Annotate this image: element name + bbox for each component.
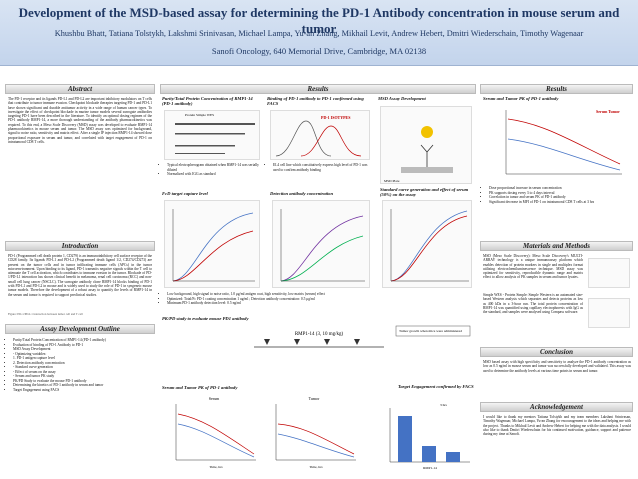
list-item: Significant decrease in MFI of PD-1 on i… (489, 200, 630, 205)
figure: PD-1 ISOTYPES (270, 110, 370, 160)
bullet-list: Low background, high signal to noise rat… (162, 292, 474, 306)
plot-title: Serum (209, 396, 220, 401)
affiliation: Sanofi Oncology, 640 Memorial Drive, Cam… (211, 46, 427, 56)
list-item: Minimum PD-1 antibody detection level: 0… (167, 301, 474, 306)
conclusion-text: MSD based assay with high specificity an… (483, 360, 631, 373)
list-item: 2. Detection antibody concentration (13, 361, 152, 366)
figure-label: Protein Simple WES (185, 113, 214, 117)
list-item: MSD Assay Development (13, 347, 152, 352)
figure (588, 298, 630, 328)
panel-title: Purity/Total Protein Concentration of RM… (162, 96, 253, 106)
list-item: Determining the kinetics of PD-1 antibod… (13, 383, 152, 388)
list-item: Correlation in tumor and serum PK of PD-… (489, 195, 630, 200)
panel-title: Binding of PD-1 antibody to PD-1 confirm… (267, 96, 364, 106)
bullet-list: Dose proportional increase in serum conc… (484, 186, 630, 204)
methods-text: Simple WES - Protein Simple: Simple West… (483, 293, 583, 315)
figure-label: PD-1 ISOTYPES (321, 115, 351, 120)
gel-bands (175, 123, 255, 154)
figure-label: MSD Plate (384, 179, 400, 183)
panel-title: Standard curve generation and effect of … (380, 187, 469, 197)
panel-title: Target Engagement confirmed by FACS (398, 384, 474, 389)
figure-caption: Figure: PD-1/PD-L1 interaction between t… (8, 312, 83, 316)
section-heading: Introduction (5, 241, 155, 251)
figure: MSD Plate (380, 106, 472, 184)
bullet-list: Typical electropherogram obtained when R… (162, 163, 262, 177)
pk-plots: Serum Tumor Time, hrs Time, hrs (175, 396, 356, 470)
section-heading: Conclusion (480, 347, 633, 357)
figure (164, 200, 260, 288)
section-heading: Acknowledgement (480, 402, 633, 412)
facs-figure: PD-1 ISOTYPES (275, 115, 362, 157)
list-item: EL4 cell line which constitutively expre… (273, 163, 372, 172)
msd-diagram: MSD Plate (384, 126, 453, 183)
list-item: Typical electropherogram obtained when R… (167, 163, 262, 172)
list-item: - Serum and tumor PK study (13, 374, 152, 379)
list-item: Purity/Total Protein Concentration of RM… (13, 338, 152, 343)
list-item: 1. PD-1 antigen capture level (13, 356, 152, 361)
plot-title: Tumor (309, 396, 320, 401)
section-heading: Abstract (5, 84, 155, 94)
figure: Serum Tumor Time, hrs Time, hrs (164, 394, 364, 472)
list-item: - Effect of serum on the assay (13, 370, 152, 375)
figure: 3 hrs RMP1-14 (380, 400, 474, 472)
methods-text: MSD (Meso Scale Discovery): Meso Scale D… (483, 254, 583, 280)
list-item: Low background, high signal to noise rat… (167, 292, 474, 297)
authors: Khushbu Bhatt, Tatiana Tolstykh, Lakshmi… (54, 29, 584, 38)
section-heading: Results (480, 84, 633, 94)
title: Development of the MSD-based assay for d… (18, 5, 620, 36)
list-item: - Standard curve generation (13, 365, 152, 370)
section-heading: Assay Development Outline (5, 324, 155, 334)
list-item: PK/PD Study to evaluate the mouse PD-1 a… (13, 379, 152, 384)
figure (588, 258, 630, 288)
introduction-text: PD-1 (Programmed cell death protein 1, C… (8, 254, 153, 297)
figure (382, 200, 472, 288)
panel-title: Serum and Tumor PK of PD-1 antibody (483, 96, 559, 101)
timepoint-label: 3 hrs (440, 403, 448, 407)
list-item: Normalized with IGG as standard (167, 172, 262, 177)
gel-figure: Protein Simple WES (175, 113, 255, 154)
list-item: PK supports dosing every 3 to 4 days int… (489, 191, 630, 196)
panel-title: MSD Assay Development (378, 96, 426, 101)
header-band (0, 0, 638, 66)
outline-list: Purity/Total Protein Concentration of RM… (8, 338, 152, 392)
axis-label: Time, hrs (209, 465, 223, 470)
list-item: Optimized: Total/Fc PD-1 coating concent… (167, 297, 474, 302)
figure (272, 200, 370, 288)
panel-title: Detection antibody concentration (270, 191, 334, 196)
legend: Tumor growth when mice were administered (399, 329, 462, 333)
list-item: - Optimizing variables: (13, 352, 152, 357)
list-item: Evaluation of binding of PD-1 Antibody t… (13, 343, 152, 348)
section-heading: Materials and Methods (480, 241, 633, 251)
panel-title: FcD target capture level (162, 191, 208, 196)
figure: RMP1-14 (3, 10 mg/kg) Tumor growth when … (164, 325, 474, 380)
list-item: Dose proportional increase in serum conc… (489, 186, 630, 191)
legend: Serum Tumor (596, 109, 620, 114)
figure: Protein Simple WES (164, 110, 260, 160)
section-heading: Results (160, 84, 476, 94)
axis-label: RMP1-14 (423, 466, 437, 470)
study-timeline: RMP1-14 (3, 10 mg/kg) Tumor growth when … (254, 325, 471, 348)
acknowledgement-text: I would like to thank my mentors Tatiana… (483, 415, 631, 437)
te-plot: 3 hrs RMP1-14 (389, 403, 470, 470)
figure: Serum Tumor (486, 104, 626, 182)
axis-label: Time, hrs (309, 465, 323, 470)
bullet-list: EL4 cell line which constitutively expre… (268, 163, 372, 172)
abstract-text: The PD-1 receptor and its ligands PD-L1 … (8, 97, 152, 144)
dose-label: RMP1-14 (3, 10 mg/kg) (295, 332, 344, 337)
list-item: Target Engagement using FACS (13, 388, 152, 393)
pk-right-plot: Serum Tumor (505, 109, 622, 175)
panel-title: Serum and Tumor PK of PD-1 antibody (162, 385, 238, 390)
panel-title: PK/PD study to evaluate mouse PD1 antibo… (162, 316, 249, 321)
